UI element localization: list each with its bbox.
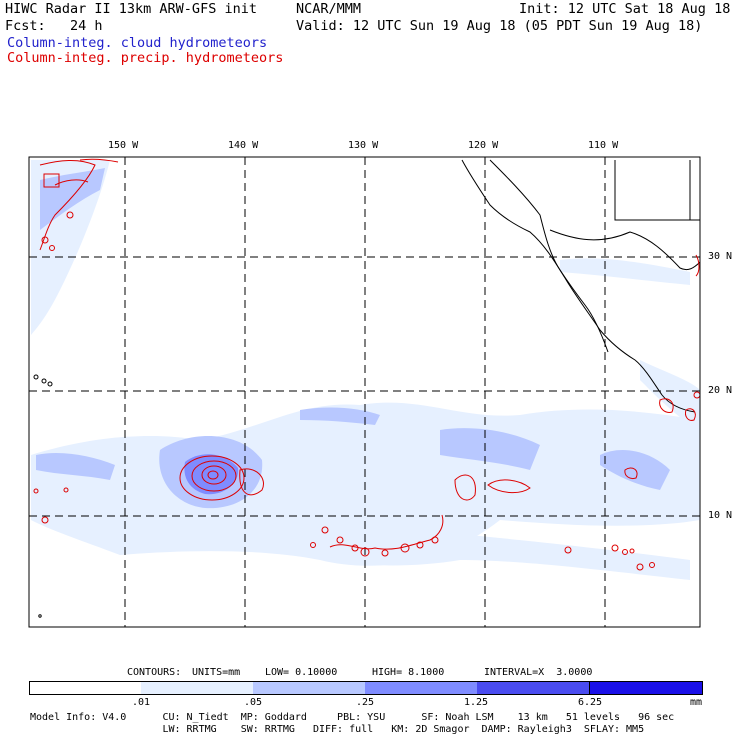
contour-prefix: CONTOURS: bbox=[127, 667, 182, 678]
colorbar-label: 1.25 bbox=[464, 697, 489, 708]
lon-label: 140 W bbox=[228, 140, 259, 151]
coastline bbox=[33, 159, 701, 618]
field-label-precip: Column-integ. precip. hydrometeors bbox=[7, 50, 284, 66]
lon-label: 130 W bbox=[348, 140, 379, 151]
lon-label: 120 W bbox=[468, 140, 499, 151]
product-title: HIWC Radar II 13km ARW-GFS init bbox=[5, 1, 257, 17]
field-label-cloud: Column-integ. cloud hydrometeors bbox=[7, 35, 268, 51]
precip-contours bbox=[33, 158, 701, 571]
colorbar-label: .05 bbox=[244, 697, 263, 708]
map-frame bbox=[28, 156, 701, 628]
colorbar-label: 6.25 bbox=[578, 697, 603, 708]
contour-interval: INTERVAL=X 3.0000 bbox=[484, 667, 593, 678]
lon-label: 150 W bbox=[108, 140, 139, 151]
colorbar-segment bbox=[589, 681, 703, 695]
colorbar-segment bbox=[141, 681, 253, 695]
model-info-line1: Model Info: V4.0 CU: N_Tiedt MP: Goddard… bbox=[30, 712, 675, 723]
valid-time: Valid: 12 UTC Sun 19 Aug 18 (05 PDT Sun … bbox=[296, 18, 703, 34]
contour-high: HIGH= 8.1000 bbox=[372, 667, 445, 678]
model-info-line2: LW: RRTMG SW: RRTMG DIFF: full KM: 2D Sm… bbox=[30, 724, 645, 735]
colorbar-segment bbox=[29, 681, 143, 695]
lon-label: 110 W bbox=[588, 140, 619, 151]
contour-units: UNITS=mm bbox=[192, 667, 241, 678]
contour-low: LOW= 0.10000 bbox=[265, 667, 338, 678]
colorbar-units: mm bbox=[690, 697, 703, 708]
lat-label: 20 N bbox=[708, 385, 733, 396]
colorbar-label: .01 bbox=[132, 697, 151, 708]
colorbar-segment bbox=[477, 681, 589, 695]
colorbar-segment bbox=[253, 681, 365, 695]
cloud-shading-dark bbox=[184, 454, 239, 495]
lat-label: 30 N bbox=[708, 251, 733, 262]
forecast-hour: Fcst: 24 h bbox=[5, 18, 103, 34]
init-time: Init: 12 UTC Sat 18 Aug 18 bbox=[519, 1, 731, 17]
source-label: NCAR/MMM bbox=[296, 1, 362, 17]
colorbar-label: .25 bbox=[356, 697, 375, 708]
colorbar-segment bbox=[365, 681, 477, 695]
lat-label: 10 N bbox=[708, 510, 733, 521]
